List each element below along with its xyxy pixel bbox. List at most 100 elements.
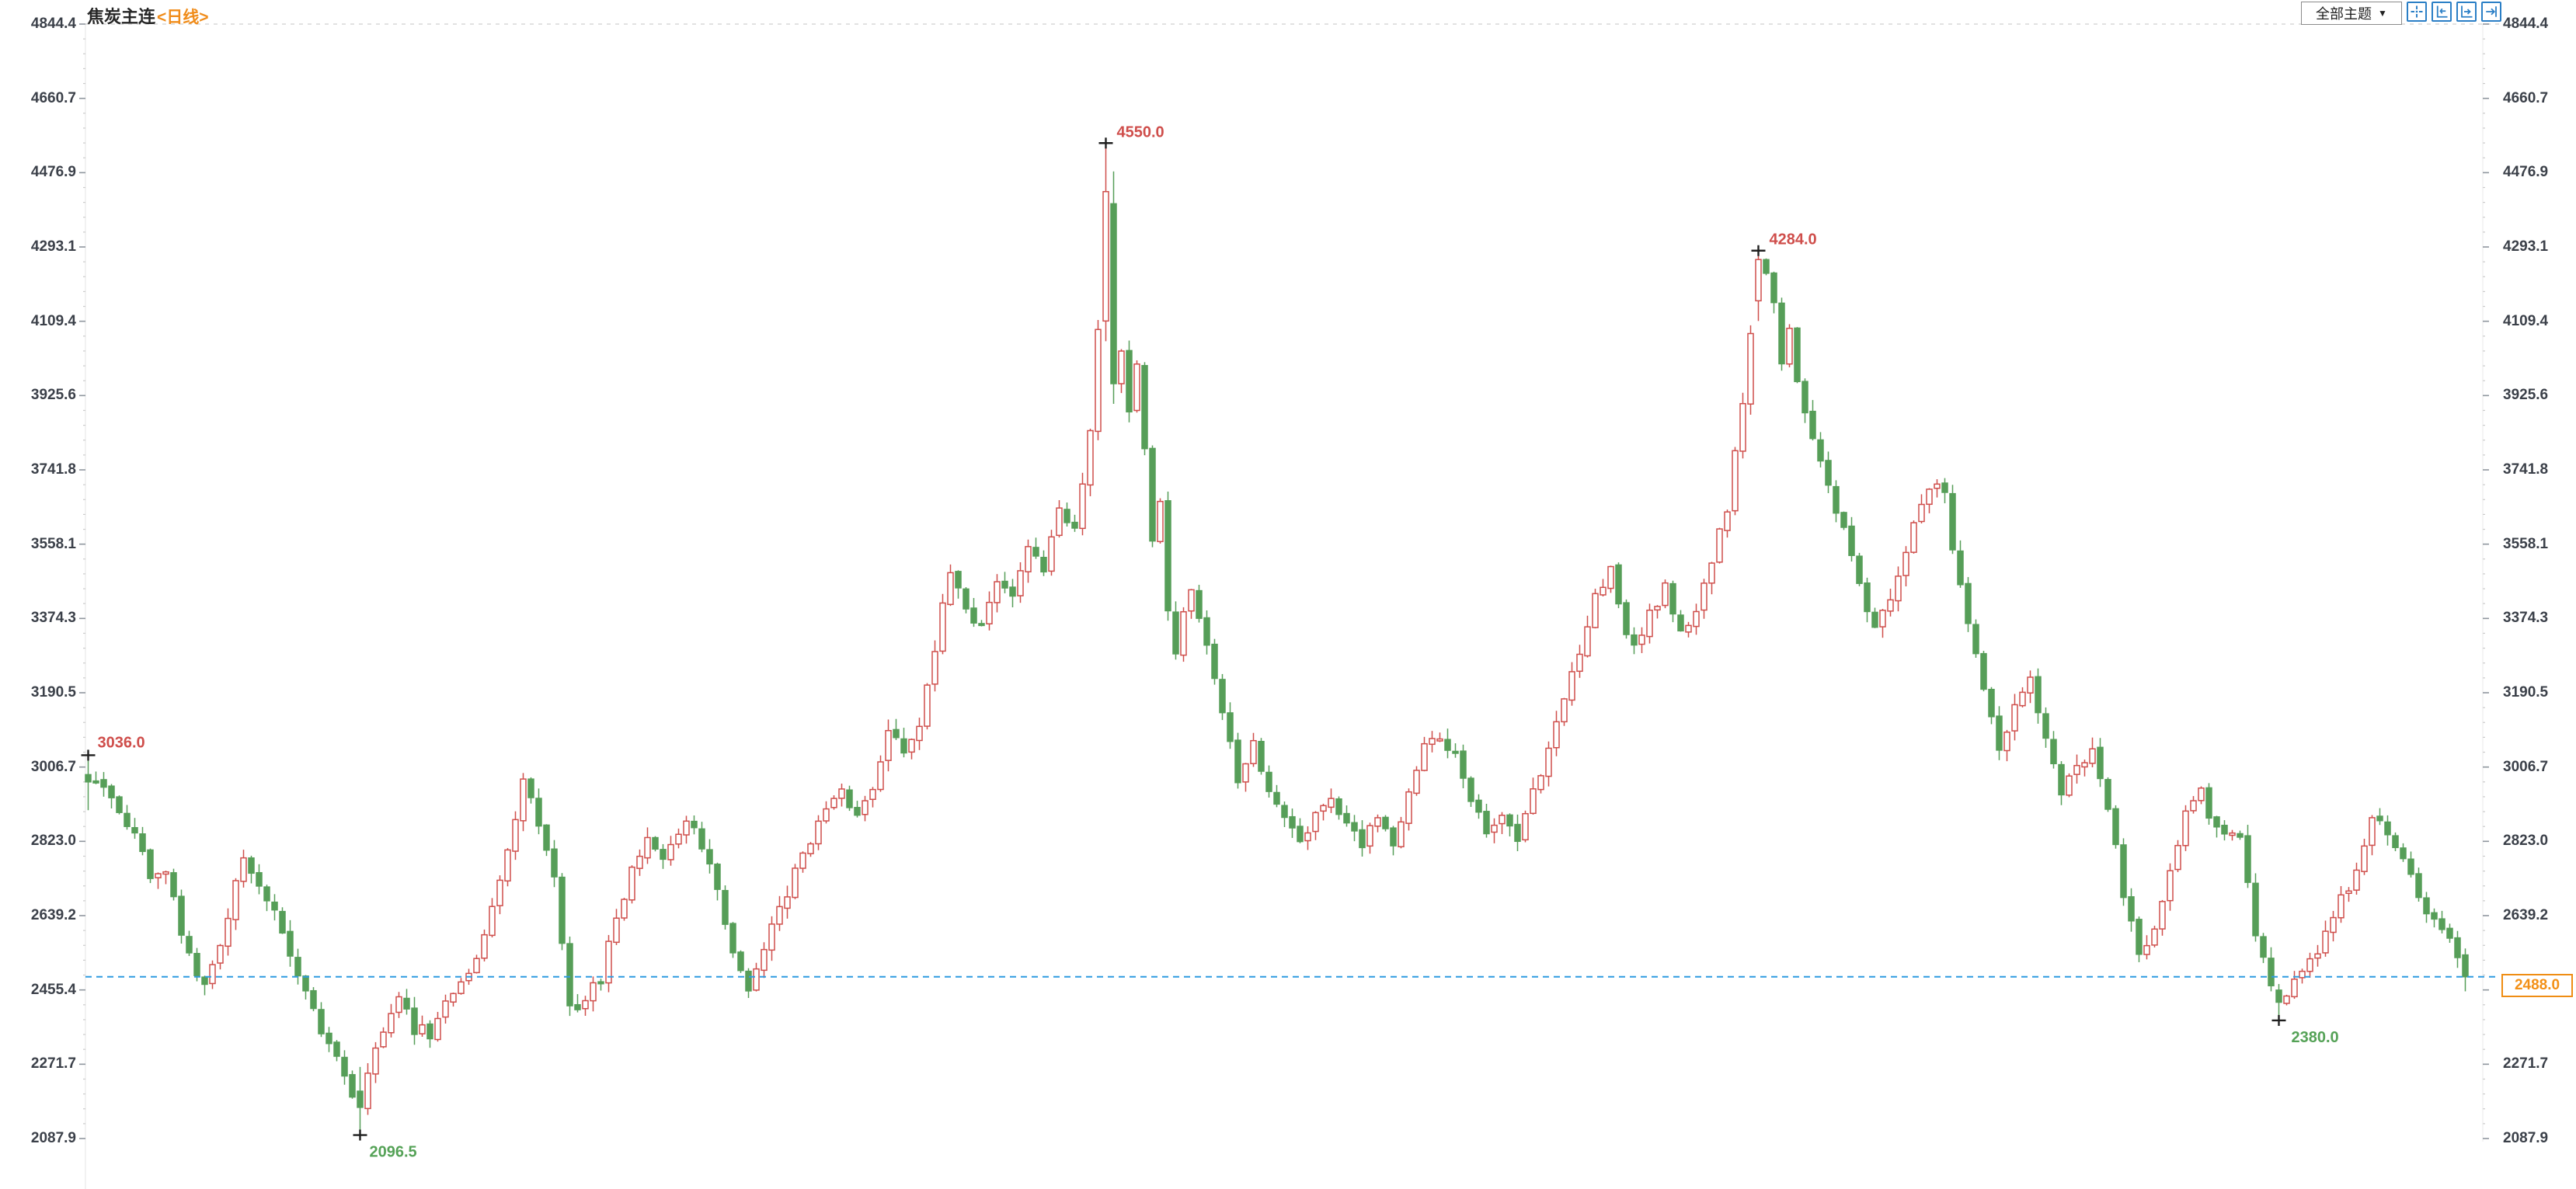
candle-body (1584, 626, 1591, 657)
candle-body (900, 738, 907, 754)
candle-body (2058, 763, 2065, 796)
period-tag: <日线> (157, 9, 209, 26)
candle-body (1265, 771, 1272, 792)
candle-body (1483, 811, 1490, 835)
candle-body (838, 788, 845, 799)
candle-body (2035, 676, 2042, 714)
candle-body (2361, 845, 2368, 872)
candle-body (1056, 507, 1063, 537)
candle-body (1996, 715, 2003, 751)
candle-body (799, 852, 806, 869)
candle-body (2027, 676, 2034, 694)
price-axis-label: 3558.1 (2503, 535, 2549, 552)
candle-body (2151, 928, 2158, 946)
candle-body (92, 780, 99, 784)
candle-body (1281, 805, 1288, 819)
candle-body (1965, 582, 1972, 624)
candle-body (605, 940, 612, 984)
candle-body (1126, 349, 1133, 413)
candle-body (2431, 912, 2438, 920)
candle-body (1871, 611, 1878, 628)
fit-left-axis-button[interactable] (2432, 2, 2452, 22)
candle-body (1460, 750, 1467, 779)
price-axis-label: 4293.1 (30, 238, 76, 255)
go-latest-button[interactable] (2481, 2, 2501, 22)
candle-body (1227, 712, 1234, 742)
candle-body (504, 849, 511, 882)
candle-body (1133, 363, 1140, 412)
crosshair-tool-button[interactable] (2407, 2, 2427, 22)
candle-body (1568, 671, 1575, 701)
candle-body (628, 866, 635, 901)
candle-body (1732, 450, 1739, 512)
extreme-price-annotation: 4550.0 (1117, 123, 1164, 141)
fit-bottom-axis-button[interactable] (2456, 2, 2477, 22)
candle-body (2384, 821, 2391, 836)
candle-body (520, 778, 527, 822)
price-axis-label: 3374.3 (2503, 610, 2549, 627)
candle-body (388, 1013, 395, 1034)
candle-body (2306, 958, 2313, 972)
candle-body (349, 1074, 356, 1098)
candle-body (2167, 870, 2174, 902)
candle-body (1335, 798, 1342, 815)
candle-body (1079, 483, 1086, 530)
price-axis-label: 3925.6 (2503, 387, 2549, 404)
candle-body (1444, 739, 1451, 751)
fit-x-axis-icon (2461, 5, 2473, 18)
candle-body (2260, 936, 2267, 958)
candle-body (1701, 582, 1707, 611)
price-axis-label: 3190.5 (30, 684, 76, 701)
chart-toolbar: 全部主题 ▼ (2301, 2, 2501, 25)
candle-body (667, 843, 674, 860)
candle-body (2415, 873, 2422, 899)
candle-body (1312, 812, 1319, 833)
candle-body (729, 923, 736, 954)
candle-body (1895, 575, 1902, 602)
candle-body (1514, 823, 1521, 843)
candle-body (186, 936, 193, 954)
candle-body (2190, 800, 2197, 812)
candle-body (1980, 652, 1987, 690)
candle-body (1879, 610, 1886, 628)
candle-body (1467, 777, 1474, 802)
candle-body (1607, 565, 1614, 589)
candle-body (2128, 896, 2135, 922)
candle-body (2089, 748, 2096, 764)
candle-body (683, 820, 690, 836)
candle-body (201, 976, 208, 986)
candle-body (108, 785, 115, 798)
candle-body (2097, 746, 2104, 780)
candle-body (2081, 762, 2088, 768)
candle-body (1537, 775, 1544, 791)
candle-body (2244, 835, 2251, 883)
page-title: 焦炭主连<日线> (87, 3, 209, 28)
candle-body (364, 1073, 371, 1110)
candle-body (1864, 582, 1871, 613)
candle-body (124, 812, 131, 827)
candle-body (908, 739, 915, 753)
candle-body (830, 798, 837, 808)
candle-body (271, 901, 278, 911)
candle-body (458, 981, 465, 994)
candle-body (1172, 611, 1179, 655)
price-axis-label: 4660.7 (30, 89, 76, 106)
candle-body (1157, 500, 1164, 543)
fit-y-axis-icon (2436, 5, 2448, 18)
candle-body (1763, 259, 1770, 274)
candle-body (916, 725, 923, 742)
candle-body (1592, 593, 1599, 628)
theme-dropdown[interactable]: 全部主题 ▼ (2301, 2, 2402, 25)
candle-body (807, 843, 814, 854)
current-price-badge: 2488.0 (2501, 974, 2573, 997)
candle-body (1934, 483, 1941, 489)
candle-body (978, 623, 985, 627)
candle-body (714, 864, 721, 890)
candle-body (1359, 829, 1366, 849)
candle-body (1817, 439, 1824, 462)
candle-body (1475, 799, 1482, 813)
candle-body (341, 1056, 348, 1077)
candle-body (1203, 617, 1210, 646)
candle-body (854, 807, 861, 816)
